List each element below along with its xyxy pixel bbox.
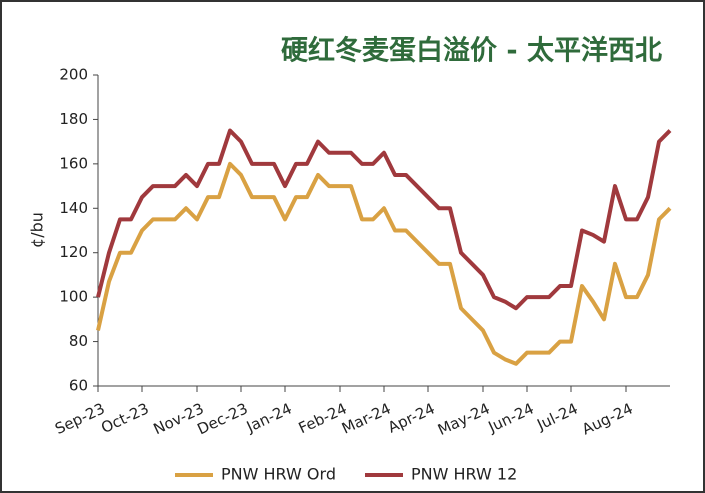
y-tick-label: 100 [59,288,88,306]
line-series [96,161,672,366]
y-tick-label: 200 [59,66,88,84]
y-tick-label: 140 [59,199,88,217]
y-axis-label: ¢/bu [28,212,47,248]
y-tick-label: 160 [59,154,88,172]
y-tick-label: 120 [59,243,88,261]
y-tick-label: 180 [59,110,88,128]
chart-title: 硬红冬麦蛋白溢价 - 太平洋西北 [281,35,662,67]
legend-label: PNW HRW Ord [221,465,336,484]
line-series [96,128,672,311]
y-tick-label: 60 [69,377,88,395]
y-tick-label: 80 [69,332,88,350]
legend-label: PNW HRW 12 [411,465,517,484]
